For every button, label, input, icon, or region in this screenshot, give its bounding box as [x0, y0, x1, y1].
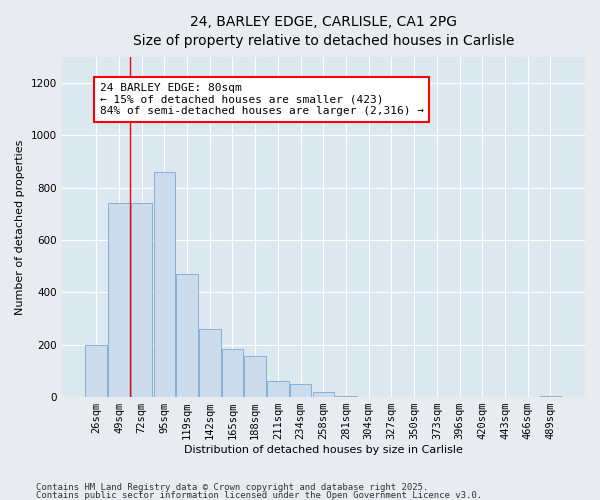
X-axis label: Distribution of detached houses by size in Carlisle: Distribution of detached houses by size …: [184, 445, 463, 455]
Bar: [176, 274, 198, 397]
Bar: [335, 396, 357, 397]
Bar: [313, 392, 334, 397]
Text: Contains HM Land Registry data © Crown copyright and database right 2025.: Contains HM Land Registry data © Crown c…: [36, 484, 428, 492]
Bar: [131, 204, 152, 397]
Text: 24 BARLEY EDGE: 80sqm
← 15% of detached houses are smaller (423)
84% of semi-det: 24 BARLEY EDGE: 80sqm ← 15% of detached …: [100, 83, 424, 116]
Y-axis label: Number of detached properties: Number of detached properties: [15, 139, 25, 314]
Bar: [154, 172, 175, 397]
Bar: [108, 204, 130, 397]
Bar: [539, 396, 561, 397]
Bar: [199, 329, 221, 397]
Bar: [85, 344, 107, 397]
Bar: [267, 382, 289, 397]
Title: 24, BARLEY EDGE, CARLISLE, CA1 2PG
Size of property relative to detached houses : 24, BARLEY EDGE, CARLISLE, CA1 2PG Size …: [133, 15, 514, 48]
Bar: [222, 348, 243, 397]
Text: Contains public sector information licensed under the Open Government Licence v3: Contains public sector information licen…: [36, 490, 482, 500]
Bar: [244, 356, 266, 397]
Bar: [290, 384, 311, 397]
